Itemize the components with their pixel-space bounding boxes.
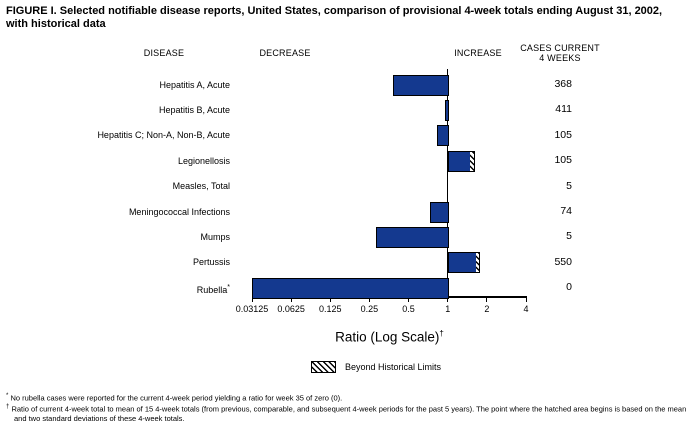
column-header-decrease: DECREASE bbox=[259, 48, 311, 58]
cases-count: 74 bbox=[560, 205, 572, 217]
x-axis-tick bbox=[251, 296, 253, 302]
bar-fill bbox=[448, 151, 470, 171]
x-tick-label: 0.25 bbox=[360, 304, 379, 314]
x-axis-tick bbox=[408, 296, 410, 302]
bar-fill bbox=[445, 100, 448, 120]
column-header-disease: DISEASE bbox=[143, 48, 185, 58]
x-axis-tick bbox=[486, 296, 488, 302]
cases-count: 411 bbox=[555, 103, 572, 116]
disease-label: Hepatitis C; Non-A, Non-B, Acute bbox=[97, 130, 230, 141]
x-tick-label: 0.5 bbox=[402, 304, 415, 314]
bar-hatch-beyond-historical-limits bbox=[475, 253, 479, 273]
bar-fill bbox=[448, 253, 476, 273]
bar-fill bbox=[394, 75, 448, 95]
x-axis-title: Ratio (Log Scale)† bbox=[252, 329, 527, 345]
cases-count: 0 bbox=[566, 281, 572, 294]
x-axis-title-footnote-marker: † bbox=[439, 329, 444, 338]
x-axis-tick bbox=[368, 296, 370, 302]
column-header-cases: CASES CURRENT 4 WEEKS bbox=[500, 43, 620, 63]
cases-count: 550 bbox=[554, 255, 572, 268]
x-tick-label: 0.03125 bbox=[235, 304, 269, 314]
ratio-bar bbox=[429, 201, 449, 223]
disease-label: Rubella* bbox=[196, 283, 230, 295]
disease-label: Pertussis bbox=[192, 257, 230, 268]
disease-label: Meningococcal Infections bbox=[128, 206, 230, 217]
disease-label: Legionellosis bbox=[177, 155, 230, 166]
x-tick-label: 1 bbox=[445, 304, 451, 314]
bar-fill bbox=[437, 126, 448, 146]
column-header-increase: INCREASE bbox=[454, 48, 502, 58]
legend-label: Beyond Historical Limits bbox=[345, 362, 442, 372]
footnote-rubella: * No rubella cases were reported for the… bbox=[6, 392, 690, 403]
ratio-bar bbox=[436, 125, 449, 147]
cases-count: 5 bbox=[566, 179, 572, 192]
disease-label: Mumps bbox=[200, 231, 230, 242]
bar-fill bbox=[253, 278, 448, 298]
disease-label: Measles, Total bbox=[172, 181, 230, 192]
ratio-bar bbox=[393, 74, 449, 96]
x-axis-tick bbox=[329, 296, 331, 302]
disease-label: Hepatitis B, Acute bbox=[158, 104, 230, 115]
ratio-bar bbox=[444, 99, 449, 121]
bar-fill bbox=[430, 202, 448, 222]
cases-count: 5 bbox=[566, 230, 572, 243]
footnote-text: Ratio of current 4-week total to mean of… bbox=[11, 404, 687, 423]
cases-count: 368 bbox=[554, 78, 572, 90]
x-tick-label: 2 bbox=[484, 304, 490, 314]
disease-footnote-marker: * bbox=[227, 283, 230, 291]
footnote-marker-asterisk: * bbox=[6, 393, 9, 399]
hatched-swatch-icon bbox=[311, 361, 336, 373]
cases-count: 105 bbox=[554, 128, 572, 141]
ratio-bar bbox=[252, 277, 449, 299]
column-header-cases-line2: 4 WEEKS bbox=[539, 53, 581, 63]
x-tick-label: 4 bbox=[523, 304, 529, 314]
bar-fill bbox=[376, 227, 448, 247]
x-axis-title-text: Ratio (Log Scale) bbox=[335, 329, 440, 345]
baseline-ratio-1-line bbox=[446, 69, 449, 296]
ratio-bar bbox=[447, 252, 480, 274]
x-tick-label: 0.125 bbox=[319, 304, 342, 314]
column-header-cases-line1: CASES CURRENT bbox=[520, 43, 600, 53]
x-axis-tick bbox=[525, 296, 527, 302]
footnotes: * No rubella cases were reported for the… bbox=[6, 392, 690, 423]
x-axis-tick bbox=[290, 296, 292, 302]
ratio-bar bbox=[447, 150, 475, 172]
legend: Beyond Historical Limits bbox=[311, 361, 441, 373]
x-axis-tick bbox=[447, 296, 449, 302]
footnote-ratio: † Ratio of current 4-week total to mean … bbox=[6, 403, 690, 423]
ratio-bar bbox=[375, 226, 449, 248]
bar-hatch-beyond-historical-limits bbox=[469, 151, 474, 171]
footnote-marker-dagger: † bbox=[6, 404, 10, 411]
figure-title: FIGURE I. Selected notifiable disease re… bbox=[6, 5, 663, 30]
footnote-text: No rubella cases were reported for the c… bbox=[10, 393, 343, 403]
cases-count: 105 bbox=[554, 154, 572, 167]
disease-label: Hepatitis A, Acute bbox=[159, 79, 230, 90]
x-tick-label: 0.0625 bbox=[277, 304, 305, 314]
